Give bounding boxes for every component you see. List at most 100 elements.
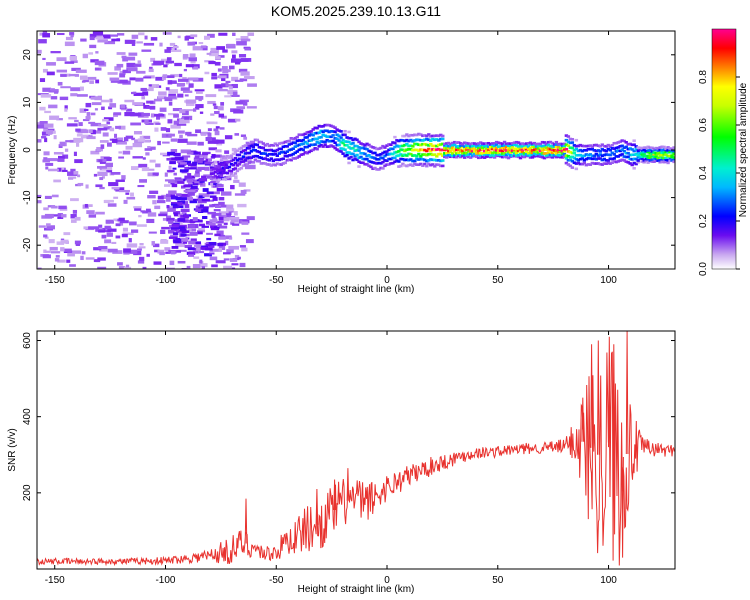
spectrogram-ridge-cell — [624, 151, 628, 155]
spectrogram-ridge-cell — [401, 162, 405, 166]
spectrogram-noise-cell — [118, 151, 122, 154]
spectrogram-ridge-cell — [307, 144, 311, 148]
spectrogram-ridge-cell — [580, 144, 585, 148]
spectrogram-ridge-cell — [431, 148, 435, 151]
spectrogram-ridge-cell — [371, 156, 375, 159]
spectrogram-noise-cell — [171, 49, 182, 53]
spectrogram-ridge-cell — [584, 157, 589, 161]
spectrogram-ridge-cell — [654, 148, 658, 151]
spectrogram-noise-cell — [56, 241, 65, 245]
spectrogram-ridge-cell — [646, 157, 650, 161]
spectrogram-ridge-cell — [433, 144, 437, 148]
spectrogram-ridge-cell — [345, 154, 349, 157]
spectrogram-ridge-cell — [598, 157, 602, 160]
spectrogram-noise-cell — [130, 192, 134, 197]
spectrogram-noise-cell — [234, 175, 238, 180]
spectrogram-ridge-cell — [303, 151, 307, 154]
spectrogram-ridge-cell — [437, 143, 441, 147]
spectrogram-noise-cell — [46, 71, 55, 76]
spectrogram-ridge-cell — [423, 162, 427, 166]
spectrogram-noise-cell — [168, 165, 172, 171]
spectrogram-noise-cell — [209, 252, 215, 255]
spectrogram-ridge-cell — [600, 158, 604, 162]
spectrogram-noise-cell — [183, 190, 189, 193]
spectrogram-ridge-cell — [496, 149, 501, 152]
spectrogram-ridge-cell — [439, 137, 443, 141]
spectrogram-ridge-cell — [271, 153, 275, 156]
spectrogram-noise-cell — [234, 254, 240, 258]
spectrogram-ridge-cell — [209, 177, 214, 181]
spectrogram-ridge-cell — [586, 144, 591, 148]
spectrogram-noise-cell — [144, 139, 151, 143]
spectrogram-noise-cell — [145, 122, 154, 125]
spectrogram-ridge-cell — [293, 141, 297, 145]
spectrogram-noise-cell — [230, 268, 241, 269]
spectrogram-noise-cell — [184, 94, 189, 97]
spectrogram-ridge-cell — [562, 155, 567, 159]
spectrogram-noise-cell — [215, 149, 222, 153]
spectrogram-noise-cell — [220, 102, 225, 106]
spectrogram-noise-cell — [137, 185, 145, 188]
spectrogram-noise-cell — [191, 183, 199, 186]
spectrogram-ridge-cell — [343, 154, 347, 158]
spectrogram-ridge-cell — [620, 139, 624, 142]
spectrogram-ridge-cell — [562, 149, 567, 153]
spectrogram-ridge-cell — [548, 144, 553, 148]
spectrogram-ridge-cell — [666, 146, 670, 149]
spectrogram-ridge-cell — [401, 139, 405, 142]
spectrogram-noise-cell — [64, 148, 69, 152]
spectrogram-noise-cell — [195, 91, 203, 94]
spectrogram-noise-cell — [198, 223, 205, 227]
spectrogram-ridge-cell — [590, 161, 594, 165]
spectrogram-ridge-cell — [449, 142, 453, 146]
spectrogram-ridge-cell — [359, 151, 363, 155]
spectrogram-ridge-cell — [397, 150, 401, 153]
spectrogram-ridge-cell — [381, 151, 385, 155]
spectrogram-ridge-cell — [502, 155, 507, 158]
spectrogram-ridge-cell — [297, 133, 301, 137]
spectrogram-ridge-cell — [243, 148, 248, 152]
spectrogram-ridge-cell — [556, 155, 561, 158]
spectrogram-ridge-cell — [580, 157, 585, 160]
spectrogram-ridge-cell — [586, 153, 591, 157]
spectrogram-noise-cell — [213, 191, 220, 195]
spectrogram-ridge-cell — [357, 165, 361, 168]
spectrogram-ridge-cell — [291, 141, 295, 144]
spectrogram-ridge-cell — [251, 155, 256, 158]
spectrogram-noise-cell — [81, 80, 86, 83]
spectrogram-noise-cell — [247, 83, 257, 87]
spectrogram-ridge-cell — [636, 146, 640, 149]
spectrogram-ridge-cell — [391, 141, 395, 144]
spectrogram-ridge-cell — [546, 148, 551, 152]
spectrogram-noise-cell — [85, 257, 95, 260]
spectrogram-ridge-cell — [291, 137, 295, 141]
spectrogram-ridge-cell — [381, 144, 385, 148]
y-tick-label: 400 — [22, 408, 33, 425]
spectrogram-noise-cell — [158, 91, 167, 96]
spectrogram-noise-cell — [110, 34, 119, 37]
spectrogram-ridge-cell — [562, 148, 567, 151]
spectrogram-ridge-cell — [415, 154, 419, 158]
spectrogram-ridge-cell — [488, 154, 493, 158]
spectrogram-ridge-cell — [261, 146, 266, 150]
spectrogram-ridge-cell — [516, 154, 521, 157]
spectrogram-ridge-cell — [299, 143, 303, 146]
spectrogram-noise-cell — [184, 175, 193, 180]
spectrogram-ridge-cell — [660, 153, 664, 157]
spectrogram-ridge-cell — [301, 148, 305, 152]
spectrogram-ridge-cell — [331, 130, 335, 133]
spectrogram-ridge-cell — [315, 126, 319, 130]
spectrogram-ridge-cell — [472, 147, 477, 150]
spectrogram-ridge-cell — [251, 161, 256, 164]
spectrogram-noise-cell — [197, 166, 205, 171]
spectrogram-ridge-cell — [423, 153, 427, 156]
spectrogram-noise-cell — [214, 205, 222, 208]
spectrogram-noise-cell — [213, 105, 218, 110]
spectrogram-noise-cell — [37, 194, 42, 198]
spectrogram-ridge-cell — [466, 155, 471, 159]
spectrogram-noise-cell — [148, 68, 154, 73]
spectrogram-ridge-cell — [451, 141, 455, 145]
spectrogram-ridge-cell — [586, 147, 591, 151]
spectrogram-ridge-cell — [431, 144, 435, 148]
